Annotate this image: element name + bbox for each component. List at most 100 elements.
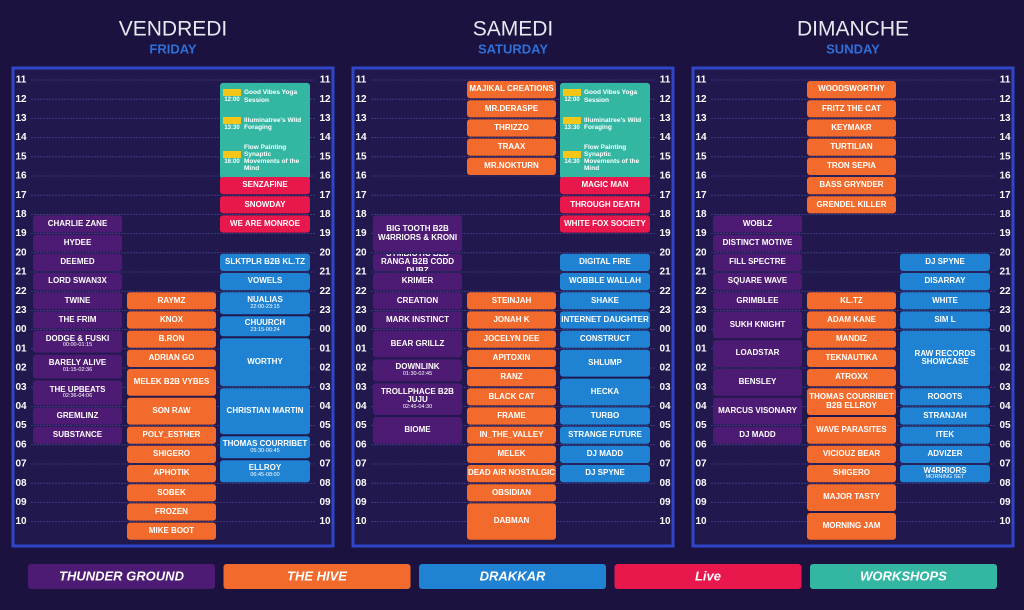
event: ROOOTS — [900, 388, 990, 405]
event-block — [713, 397, 802, 425]
event-content: CONSTRUCT — [580, 334, 630, 343]
event-content: TRON SEPIA — [827, 161, 876, 170]
event: THOMAS COURRIBET B2B ELLROY — [807, 388, 896, 415]
hour-label: 21 — [659, 267, 671, 278]
hour-label: 22 — [355, 286, 367, 297]
hour-label: 16 — [15, 171, 27, 182]
event-block — [127, 330, 216, 348]
event: POLY_ESTHER — [127, 427, 216, 444]
event-content: MORNING JAM — [823, 521, 881, 530]
event-name: WOODSWORTHY — [818, 84, 885, 94]
event-name: THE FRIM — [58, 314, 97, 324]
hour-label: 22 — [999, 286, 1011, 297]
event-content: THROUGH DEATH — [560, 196, 650, 213]
event: ATROXX — [807, 369, 896, 386]
event-block — [560, 311, 650, 329]
hour-label: 15 — [659, 151, 671, 162]
event: TRAAX — [467, 139, 556, 156]
event-name: LOADSTAR — [735, 348, 780, 358]
event-content: BIOME — [404, 425, 431, 435]
hour-label: 07 — [319, 459, 331, 470]
event: STRANJAH — [900, 407, 990, 424]
event: DISTINCT MOTIVE — [713, 235, 802, 252]
event: SHLUMP — [560, 350, 650, 377]
hour-label: 20 — [319, 247, 331, 258]
event-name: KNOX — [159, 314, 184, 324]
event: SHAKE — [560, 292, 650, 309]
hour-label: 16 — [355, 171, 367, 182]
event-name: ADRIAN GO — [148, 353, 195, 363]
event: FROZEN — [127, 503, 216, 520]
hour-label: 12 — [319, 94, 331, 105]
hour-label: 21 — [999, 267, 1011, 278]
day-title: SAMEDI — [473, 18, 554, 41]
event-name: THRIZZO — [494, 122, 529, 132]
workshop-text: Good Vibes Yoga Session — [244, 89, 298, 104]
hour-label: 01 — [15, 343, 27, 354]
hour-label: 00 — [999, 324, 1011, 335]
event-name: MR.DERASPE — [484, 103, 539, 113]
event-block — [127, 311, 216, 329]
workshop-time: 16:00 — [223, 150, 241, 166]
event-time: 00:00-01:15 — [62, 341, 93, 348]
event: WORTHY — [220, 338, 310, 386]
event-block — [560, 407, 650, 425]
event-content: MARCUS VISONARY — [718, 406, 797, 415]
hour-label: 00 — [695, 324, 707, 335]
hour-label: 09 — [695, 497, 707, 508]
hour-label: 15 — [15, 151, 27, 162]
event-name: SLKTPLR B2B KL.TZ — [225, 257, 305, 267]
legend-box — [419, 564, 606, 589]
event-content: BEAR GRILLZ — [373, 331, 462, 358]
workshop-time: 14:30 — [563, 150, 581, 166]
hour-label: 09 — [659, 497, 671, 508]
event: MELEK — [467, 446, 556, 463]
hour-label: 07 — [659, 459, 671, 470]
hour-label: 02 — [659, 363, 671, 374]
event-content: DJ SPYNE — [925, 257, 965, 266]
hour-label: 19 — [659, 228, 671, 239]
hour-label: 14 — [355, 132, 367, 143]
event: MAGIC MAN — [560, 177, 650, 194]
hour-label: 04 — [355, 401, 367, 412]
event-content: SHIGERO — [153, 449, 190, 458]
hour-label: 14 — [15, 132, 27, 143]
event-name: WE ARE MONROE — [230, 218, 300, 228]
event-content: WHITE — [932, 296, 958, 305]
event: DJ SPYNE — [560, 465, 650, 482]
event-block — [220, 316, 310, 337]
event-name: BIOME — [404, 425, 431, 435]
event-block — [807, 81, 896, 99]
event-block — [807, 100, 896, 118]
hour-label: 08 — [15, 478, 27, 489]
event-name: THOMAS COURRIBET — [222, 439, 308, 449]
event-block — [467, 484, 556, 502]
event: KRIMER — [373, 273, 462, 290]
event-name: CHARLIE ZANE — [47, 218, 108, 228]
hour-label: 13 — [15, 113, 27, 124]
event-name: DISTINCT MOTIVE — [722, 237, 793, 247]
event: THROUGH DEATH — [560, 196, 650, 213]
event: DEAD AIR NOSTALGIC — [467, 465, 556, 482]
event-name: CREATION — [396, 295, 439, 305]
hour-label: 13 — [659, 113, 671, 124]
event-content: GRENDEL KILLER — [816, 200, 886, 209]
event-block — [560, 82, 650, 179]
event-content: KRIMER — [373, 273, 462, 290]
event-block — [560, 292, 650, 310]
hour-label: 15 — [355, 151, 367, 162]
event-block — [807, 484, 896, 511]
hour-label: 21 — [355, 267, 367, 278]
event: HECKA — [560, 379, 650, 406]
event-content: MELEK B2B VYBES — [134, 377, 210, 386]
event: CREATION — [373, 292, 462, 309]
event: BEAR GRILLZ — [373, 331, 462, 358]
workshop-time: 12:00 — [563, 89, 581, 104]
event-block — [560, 465, 650, 483]
event-block — [467, 503, 556, 540]
event: FRITZ THE CAT — [807, 100, 896, 117]
hour-label: 08 — [999, 478, 1011, 489]
workshop-list: 12:00 Good Vibes Yoga Session 13:30 Illumin… — [220, 83, 310, 179]
event-content: SON RAW — [152, 406, 190, 415]
event-content: SENZAFINE — [242, 180, 287, 189]
